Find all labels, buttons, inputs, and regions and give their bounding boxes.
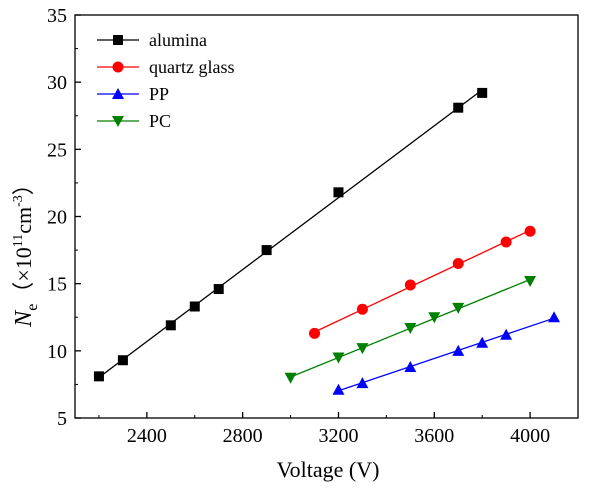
data-point bbox=[356, 303, 368, 315]
x-tick-label: 4000 bbox=[510, 425, 550, 447]
legend: alumina quartz glass PP PC bbox=[97, 30, 234, 131]
y-axis-open-paren: （ bbox=[11, 282, 36, 304]
legend-marker bbox=[112, 88, 124, 99]
data-point bbox=[548, 311, 561, 323]
y-axis-unit: cm bbox=[11, 207, 36, 234]
data-point bbox=[428, 312, 441, 324]
data-point bbox=[356, 343, 369, 355]
data-point bbox=[356, 377, 369, 389]
y-axis-symbol: N bbox=[11, 309, 37, 328]
legend-marker bbox=[113, 35, 123, 45]
y-axis-multiplier: ×10 bbox=[11, 247, 36, 281]
legend-marker bbox=[112, 61, 124, 73]
data-point bbox=[524, 225, 536, 237]
data-point bbox=[309, 327, 321, 339]
data-point bbox=[332, 383, 345, 395]
data-point bbox=[404, 322, 417, 334]
data-point bbox=[333, 187, 344, 198]
y-axis-close-paren: ） bbox=[11, 173, 36, 195]
series-PC bbox=[284, 275, 537, 384]
y-axis-title: Ne（×1011cm-3） bbox=[11, 173, 41, 328]
data-point bbox=[477, 87, 488, 98]
legend-label: quartz glass bbox=[149, 57, 234, 77]
y-tick-label: 20 bbox=[47, 207, 67, 229]
data-point bbox=[452, 302, 465, 314]
series-line bbox=[314, 229, 531, 333]
x-axis-ticks: 2400 2800 3200 3600 4000 bbox=[98, 412, 579, 447]
x-axis-title: Voltage (V) bbox=[277, 457, 380, 482]
y-axis-exponent-2: -3 bbox=[11, 195, 26, 207]
x-tick-label: 3200 bbox=[318, 425, 358, 447]
data-point bbox=[284, 372, 297, 384]
series-line bbox=[338, 317, 555, 392]
legend-label: PP bbox=[149, 84, 169, 104]
legend-label: alumina bbox=[149, 30, 207, 50]
data-point bbox=[476, 336, 489, 348]
data-point bbox=[213, 284, 224, 295]
legend-item: alumina bbox=[97, 30, 207, 50]
y-tick-label: 15 bbox=[47, 274, 67, 296]
y-tick-label: 35 bbox=[47, 5, 67, 27]
series-quartz-glass bbox=[309, 225, 536, 339]
y-tick-label: 25 bbox=[47, 139, 67, 161]
data-point bbox=[500, 236, 512, 248]
legend-item: quartz glass bbox=[97, 57, 234, 77]
y-axis-subscript: e bbox=[24, 304, 41, 311]
legend-marker bbox=[112, 116, 124, 127]
data-point bbox=[500, 328, 513, 340]
x-tick-label: 2400 bbox=[127, 425, 167, 447]
data-point bbox=[524, 275, 537, 287]
data-point bbox=[93, 371, 104, 382]
series-line bbox=[98, 89, 483, 378]
y-tick-label: 10 bbox=[47, 341, 67, 363]
data-point bbox=[452, 344, 465, 356]
legend-label: PC bbox=[149, 111, 171, 131]
series-PP bbox=[332, 311, 561, 395]
series-layer bbox=[93, 87, 561, 395]
y-axis-ticks: 5 10 15 20 25 30 35 bbox=[47, 5, 81, 430]
data-point bbox=[453, 102, 464, 113]
y-tick-label: 5 bbox=[57, 408, 67, 430]
data-point bbox=[404, 279, 416, 291]
data-point bbox=[332, 352, 345, 364]
series-alumina bbox=[93, 87, 488, 382]
data-point bbox=[452, 258, 464, 270]
y-tick-label: 30 bbox=[47, 72, 67, 94]
x-tick-label: 2800 bbox=[223, 425, 263, 447]
legend-item: PP bbox=[97, 84, 169, 104]
data-point bbox=[189, 301, 200, 312]
data-point bbox=[117, 355, 128, 366]
x-tick-label: 3600 bbox=[414, 425, 454, 447]
y-axis-exponent-1: 11 bbox=[11, 234, 26, 247]
legend-item: PC bbox=[97, 111, 171, 131]
data-point bbox=[165, 320, 176, 331]
data-point bbox=[261, 245, 272, 256]
data-point bbox=[404, 360, 417, 372]
